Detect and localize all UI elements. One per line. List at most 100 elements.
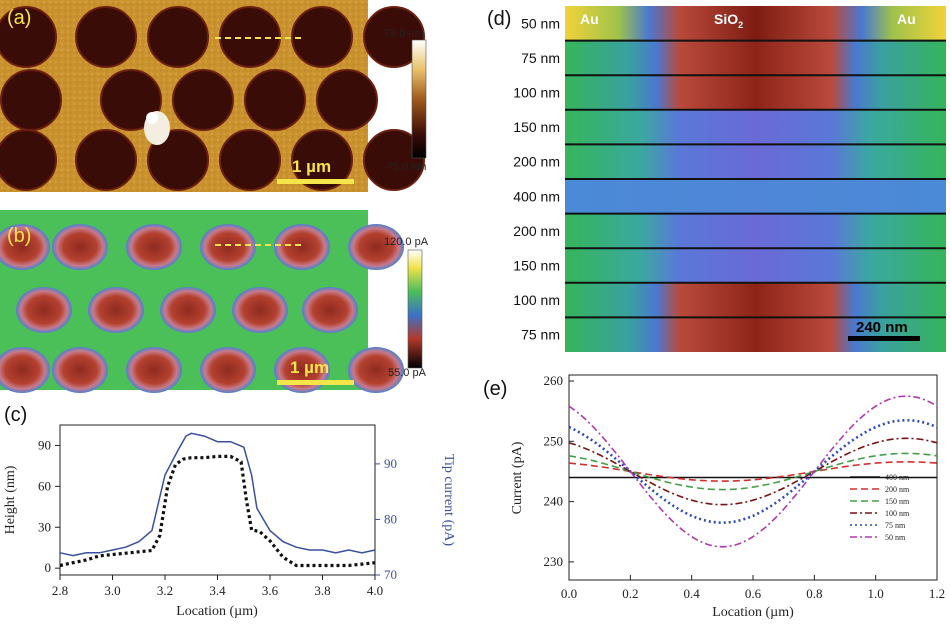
current-spot — [16, 287, 72, 333]
current-spot — [0, 347, 50, 393]
x-tick-label: 0.8 — [806, 586, 822, 601]
series-150-nm — [568, 452, 938, 491]
hole — [363, 129, 425, 191]
y-tick-label: 30 — [38, 519, 51, 534]
current-spot — [52, 347, 108, 393]
y-axis-label: Height (nm) — [3, 465, 18, 534]
series-group — [59, 432, 376, 568]
current-spot — [0, 224, 50, 270]
x-tick-label: 1.2 — [929, 586, 945, 601]
particle-highlight — [146, 112, 158, 124]
current-spot — [126, 347, 182, 393]
x-tick-label: 3.0 — [104, 583, 120, 598]
axis-ticks: 2.8 3.0 3.2 3.4 3.6 3.8 4.0 0 30 60 90 70 80 90 — [38, 437, 397, 598]
current-spot — [348, 224, 404, 270]
stripe-row — [565, 282, 946, 318]
legend-label: 200 nm — [885, 485, 910, 494]
legend-label: 75 nm — [885, 521, 906, 530]
hole — [244, 69, 306, 131]
series-50-nm — [568, 395, 938, 548]
colorbar-min: 55.0 pA — [388, 367, 427, 379]
y-axis-label: Current (pA) — [510, 441, 525, 514]
hole — [316, 69, 378, 131]
y-tick-label: 250 — [544, 433, 564, 448]
current-spot — [160, 287, 216, 333]
row-label: 75 nm — [521, 327, 560, 343]
panel-a-figure: 1 µm 75.0 nm -75.0 nm — [0, 0, 426, 192]
current-spot — [200, 347, 256, 393]
hole — [172, 69, 234, 131]
y-tick-label: 260 — [544, 373, 564, 388]
current-spot — [52, 224, 108, 270]
y-tick-label: 240 — [544, 494, 564, 509]
x-tick-label: 3.6 — [262, 583, 279, 598]
hole — [0, 69, 62, 131]
plot-frame — [59, 424, 376, 576]
hole-array — [0, 6, 425, 191]
hole — [363, 6, 425, 68]
panel-b: 1 µm 120.0 pA 55.0 pA (b) — [0, 210, 460, 400]
x-tick-label: 0.6 — [745, 586, 762, 601]
panel-a: 1 µm 75.0 nm -75.0 nm (a) — [0, 0, 460, 200]
current-spot — [126, 224, 182, 270]
hole — [147, 129, 209, 191]
y-tick-label: 60 — [38, 478, 51, 493]
stripe-row — [565, 6, 946, 41]
series-100-nm — [568, 437, 938, 506]
panel-label-c: (c) — [4, 404, 28, 426]
current-spot — [232, 287, 288, 333]
x-tick-label: 0.0 — [561, 586, 577, 601]
x-tick-label: 4.0 — [367, 583, 383, 598]
current-spot — [88, 287, 144, 333]
stripe-row — [565, 317, 946, 352]
row-label: 200 nm — [513, 223, 560, 239]
row-labels: 50 nm 75 nm 100 nm 150 nm 200 nm 400 nm 200 nm… — [513, 15, 560, 342]
y2-tick-label: 90 — [384, 456, 397, 471]
row-label: 50 nm — [521, 15, 560, 31]
legend-label: 400 nm — [885, 473, 910, 482]
scalebar-label: 240 nm — [856, 319, 908, 336]
chart-c: 2.8 3.0 3.2 3.4 3.6 3.8 4.0 0 30 60 90 70 80 90 Locat… — [3, 424, 456, 619]
hole — [75, 129, 137, 191]
hole — [291, 129, 353, 191]
scalebar-label: 1 µm — [292, 157, 331, 176]
stripe-row — [565, 109, 946, 145]
current-spot — [348, 347, 404, 393]
stripe-row — [565, 179, 946, 214]
stripe-row — [565, 144, 946, 179]
hole — [291, 6, 353, 68]
row-label: 75 nm — [521, 50, 560, 66]
legend-label: 150 nm — [885, 497, 910, 506]
row-label: 200 nm — [513, 154, 560, 170]
series-group — [568, 395, 938, 548]
hole — [0, 129, 57, 191]
panel-b-figure: 1 µm 120.0 pA 55.0 pA — [0, 210, 429, 393]
current-spot — [302, 287, 358, 333]
x-tick-label: 2.8 — [52, 583, 68, 598]
stripe-row — [565, 40, 946, 76]
x-axis-label: Location (µm) — [176, 604, 258, 619]
colorbar-min: -75.0 nm — [383, 161, 426, 173]
x-tick-label: 1.0 — [868, 586, 884, 601]
panel-label-b: (b) — [7, 225, 32, 247]
row-label: 100 nm — [513, 85, 560, 101]
current-spot — [200, 224, 256, 270]
legend-label: 100 nm — [885, 509, 910, 518]
row-label: 100 nm — [513, 292, 560, 308]
panel-d-figure: 50 nm 75 nm 100 nm 150 nm 200 nm 400 nm 200 nm… — [513, 6, 946, 352]
x-axis-label: Location (µm) — [712, 605, 794, 620]
au-label-left: Au — [580, 11, 599, 27]
hole — [100, 69, 162, 131]
sio2-label: SiO2 — [714, 11, 743, 30]
y2-tick-label: 70 — [384, 567, 397, 582]
x-tick-label: 0.4 — [684, 586, 701, 601]
hole — [75, 6, 137, 68]
row-label: 150 nm — [513, 119, 560, 135]
stripe-row — [565, 75, 946, 110]
axis-ticks: 0.0 0.2 0.4 0.6 0.8 1.0 1.2 230 240 250 260 — [544, 373, 946, 601]
scalebar-label: 1 µm — [290, 358, 329, 377]
scalebar — [848, 336, 920, 341]
legend: 400 nm 200 nm 150 nm 100 nm 75 nm 50 nm — [850, 473, 910, 542]
y-tick-label: 90 — [38, 437, 51, 452]
scalebar — [277, 179, 354, 184]
